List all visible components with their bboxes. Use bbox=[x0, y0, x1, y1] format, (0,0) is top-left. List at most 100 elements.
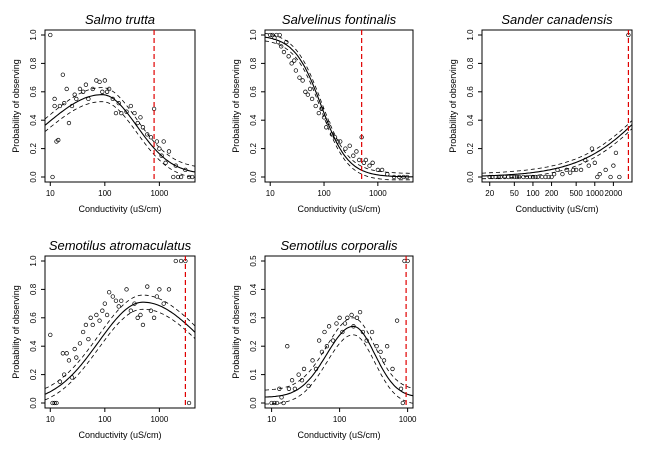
panel-4: Semotilus atromaculatus Conductivity (uS/… bbox=[11, 238, 195, 440]
data-point bbox=[587, 164, 591, 168]
data-point bbox=[287, 55, 291, 59]
data-point bbox=[167, 288, 171, 292]
data-point bbox=[101, 309, 105, 313]
data-point bbox=[129, 104, 133, 108]
data-point bbox=[149, 309, 153, 313]
fit-curve bbox=[265, 37, 413, 177]
data-point bbox=[590, 147, 594, 151]
data-point bbox=[61, 352, 65, 356]
y-tick-label: 0.6 bbox=[466, 86, 475, 98]
data-point bbox=[355, 316, 359, 320]
y-tick-label: 0.2 bbox=[249, 142, 258, 154]
panel-2: Salvelinus fontinalisConductivity (uS/cm… bbox=[231, 12, 413, 214]
data-point bbox=[149, 135, 153, 139]
data-point bbox=[87, 97, 91, 101]
data-point bbox=[141, 323, 145, 327]
fit-curve bbox=[45, 95, 195, 172]
x-tick-label: 100 bbox=[333, 415, 347, 424]
y-tick-label: 0.4 bbox=[29, 114, 38, 126]
x-tick-label: 100 bbox=[317, 189, 331, 198]
data-point bbox=[275, 401, 279, 405]
x-tick-label: 500 bbox=[569, 189, 583, 198]
data-point bbox=[357, 158, 361, 162]
data-point bbox=[335, 322, 339, 326]
x-axis-label: Conductivity (uS/cm) bbox=[297, 430, 380, 440]
data-point bbox=[119, 111, 123, 115]
data-point bbox=[343, 322, 347, 326]
data-point bbox=[324, 126, 328, 130]
data-point bbox=[70, 376, 74, 380]
data-point bbox=[81, 330, 85, 334]
x-axis-label: Conductivity (uS/cm) bbox=[515, 204, 598, 214]
y-tick-label: 1.0 bbox=[249, 29, 258, 41]
x-tick-label: 100 bbox=[526, 189, 540, 198]
data-point bbox=[111, 295, 115, 299]
data-point bbox=[370, 330, 374, 334]
x-tick-label: 1000 bbox=[150, 415, 168, 424]
y-axis-label: Probability of observing bbox=[231, 59, 241, 153]
data-point bbox=[78, 342, 82, 346]
x-axis-label: Conductivity (uS/cm) bbox=[78, 204, 161, 214]
data-point bbox=[119, 299, 123, 303]
data-point bbox=[293, 387, 297, 391]
data-point bbox=[348, 144, 352, 148]
data-point bbox=[364, 158, 368, 162]
data-point bbox=[392, 175, 396, 179]
data-point bbox=[136, 316, 140, 320]
data-point bbox=[379, 350, 383, 354]
x-tick-label: 10 bbox=[267, 415, 276, 424]
y-tick-label: 0.4 bbox=[249, 114, 258, 126]
data-point bbox=[75, 356, 79, 360]
data-point bbox=[282, 50, 286, 54]
data-point bbox=[536, 175, 540, 179]
data-point bbox=[287, 387, 291, 391]
data-point bbox=[125, 288, 129, 292]
data-point bbox=[101, 90, 105, 94]
panel-5: Semotilus corporalis Conductivity (uS/cm)… bbox=[231, 238, 417, 440]
data-point bbox=[61, 73, 65, 77]
upper-ci-curve bbox=[265, 318, 413, 390]
data-point bbox=[158, 147, 162, 151]
data-point bbox=[89, 316, 93, 320]
data-point bbox=[179, 259, 183, 263]
data-point bbox=[344, 147, 348, 151]
y-tick-label: 0.8 bbox=[29, 57, 38, 69]
data-point bbox=[302, 367, 306, 371]
data-point bbox=[98, 319, 102, 323]
y-axis-label: Probability of observing bbox=[448, 59, 458, 153]
y-tick-label: 0.0 bbox=[249, 397, 258, 409]
y-tick-label: 0.8 bbox=[29, 283, 38, 295]
data-point bbox=[73, 347, 77, 351]
y-tick-label: 0.2 bbox=[466, 142, 475, 154]
data-point bbox=[155, 295, 159, 299]
y-tick-label: 0.8 bbox=[466, 57, 475, 69]
data-point bbox=[136, 121, 140, 125]
y-tick-label: 0.5 bbox=[249, 255, 258, 267]
x-tick-label: 1000 bbox=[150, 189, 168, 198]
y-tick-label: 0.0 bbox=[249, 171, 258, 183]
data-point bbox=[292, 59, 296, 63]
y-tick-label: 0.1 bbox=[249, 368, 258, 380]
data-point bbox=[129, 309, 133, 313]
data-point bbox=[152, 316, 156, 320]
y-axis-label: Probability of observing bbox=[231, 285, 241, 379]
data-point bbox=[307, 384, 311, 388]
plot-frame bbox=[482, 30, 632, 182]
data-point bbox=[350, 313, 354, 317]
data-point bbox=[395, 319, 399, 323]
x-tick-label: 10 bbox=[46, 189, 55, 198]
data-point bbox=[375, 344, 379, 348]
panel-1: Salmo trutta Conductivity (uS/cm) Probabil… bbox=[11, 12, 195, 214]
y-tick-label: 1.0 bbox=[29, 29, 38, 41]
data-point bbox=[593, 161, 597, 165]
panel-title: Semotilus corporalis bbox=[280, 238, 398, 253]
data-point bbox=[568, 171, 572, 175]
data-point bbox=[84, 83, 88, 87]
data-point bbox=[338, 140, 342, 144]
data-point bbox=[139, 313, 143, 317]
x-tick-label: 20 bbox=[485, 189, 494, 198]
data-point bbox=[78, 87, 82, 91]
y-tick-label: 1.0 bbox=[29, 255, 38, 267]
data-point bbox=[105, 313, 109, 317]
y-tick-label: 0.6 bbox=[249, 86, 258, 98]
